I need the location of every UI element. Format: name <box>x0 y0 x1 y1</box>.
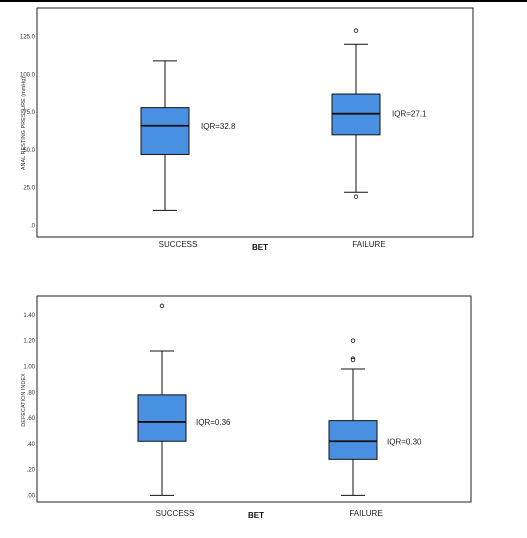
y-axis-label: ANAL RESTING PRESSURE (mmHg) <box>21 77 27 170</box>
outlier-point <box>350 338 356 343</box>
y-tick-label: .80 <box>27 390 36 396</box>
iqr-box <box>137 394 187 442</box>
y-tick-label: 100.0 <box>20 72 36 78</box>
y-tick-label: .40 <box>27 442 36 448</box>
category-label: FAILURE <box>349 509 382 518</box>
y-tick-label: 50.0 <box>23 148 35 154</box>
category-label: FAILURE <box>352 240 385 249</box>
iqr-box <box>140 107 190 155</box>
iqr-label: IQR=27.1 <box>392 110 427 119</box>
x-axis-title: BET <box>248 511 264 520</box>
category-label: SUCCESS <box>156 509 195 518</box>
y-tick-label: .60 <box>27 416 36 422</box>
y-tick-label: 1.40 <box>23 313 35 319</box>
y-tick-label: .0 <box>30 223 36 229</box>
y-axis-label: DEFECATION INDEX <box>21 373 27 427</box>
x-axis-title: BET <box>252 243 268 252</box>
y-tick-label: 1.00 <box>23 364 35 370</box>
outlier-point <box>159 303 165 309</box>
iqr-label: IQR=0.36 <box>196 418 231 427</box>
iqr-box <box>328 420 378 460</box>
y-tick-label: 125.0 <box>20 35 36 41</box>
iqr-label: IQR=0.30 <box>387 437 422 446</box>
y-tick-label: .20 <box>27 468 36 474</box>
top-rule <box>0 0 527 2</box>
outlier-point <box>350 357 356 363</box>
plot-frame <box>36 7 474 238</box>
category-label: SUCCESS <box>159 240 198 249</box>
y-tick-label: 75.0 <box>23 110 35 116</box>
iqr-label: IQR=32.8 <box>201 122 236 131</box>
y-tick-label: 1.20 <box>23 339 35 345</box>
y-tick-label: 25.0 <box>23 186 35 192</box>
y-tick-label: .00 <box>27 493 36 499</box>
plot-frame <box>36 295 472 503</box>
outlier-point <box>353 28 359 33</box>
outlier-point <box>353 194 359 199</box>
